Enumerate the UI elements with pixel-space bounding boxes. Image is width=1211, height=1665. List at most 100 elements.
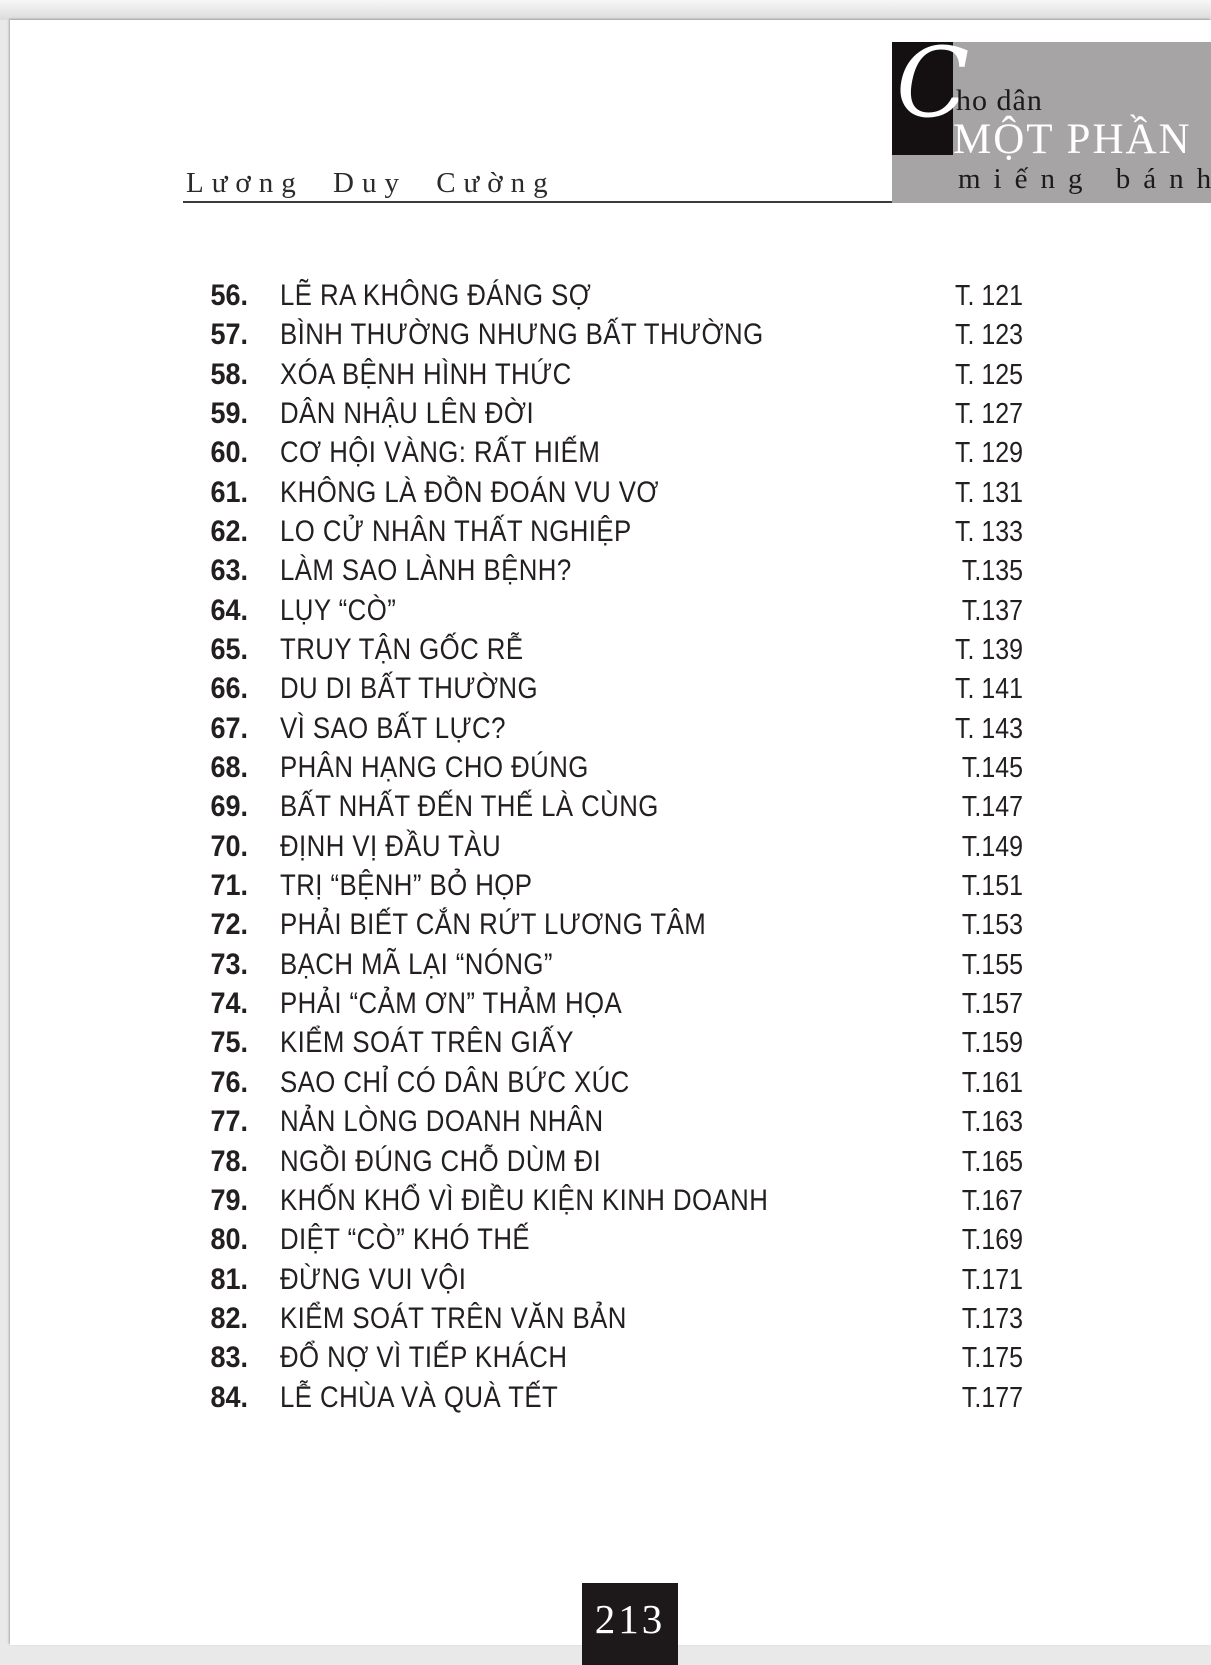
- toc-entry-title: NGỒI ĐÚNG CHỖ DÙM ĐI: [280, 1144, 602, 1178]
- toc-entry-page-ref: T. 129: [955, 437, 1023, 470]
- toc-row: 72. PHẢI BIẾT CẮN RỨT LƯƠNG TÂM T.153: [10, 905, 1211, 945]
- header-rule: [183, 201, 892, 203]
- toc-row: 84. LỄ CHÙA VÀ QUÀ TẾT T.177: [10, 1378, 1211, 1418]
- toc-row: 66. DU DI BẤT THƯỜNG T. 141: [10, 669, 1211, 709]
- toc-row: 61. KHÔNG LÀ ĐỒN ĐOÁN VU VƠ T. 131: [10, 473, 1211, 513]
- toc-entry-page-ref: T. 141: [955, 673, 1023, 706]
- author-name: Lương Duy Cường: [186, 167, 556, 199]
- toc-entry-number: 80.: [210, 1223, 248, 1257]
- toc-row: 57. BÌNH THƯỜNG NHƯNG BẤT THƯỜNG T. 123: [10, 315, 1211, 355]
- toc-row: 56. LẼ RA KHÔNG ĐÁNG SỢ T. 121: [10, 276, 1211, 316]
- toc-row: 70. ĐỊNH VỊ ĐẦU TÀU T.149: [10, 827, 1211, 867]
- toc-entry-number: 68.: [210, 751, 248, 784]
- toc-entry-number: 69.: [210, 790, 248, 824]
- toc-entry-page-ref: T.175: [961, 1342, 1023, 1375]
- toc-entry-title: DU DI BẤT THƯỜNG: [280, 672, 538, 706]
- toc-entry-page-ref: T. 133: [955, 515, 1023, 548]
- toc-row: 83. ĐỔ NỢ VÌ TIẾP KHÁCH T.175: [10, 1338, 1211, 1378]
- toc-entry-title: XÓA BỆNH HÌNH THỨC: [280, 357, 572, 391]
- toc-entry-page-ref: T.135: [961, 555, 1023, 588]
- toc-entry-title: KHÔNG LÀ ĐỒN ĐOÁN VU VƠ: [280, 475, 659, 509]
- toc-row: 58. XÓA BỆNH HÌNH THỨC T. 125: [10, 355, 1211, 395]
- toc-entry-number: 77.: [210, 1105, 248, 1139]
- toc-entry-title: LẼ RA KHÔNG ĐÁNG SỢ: [280, 278, 592, 312]
- toc-entry-number: 71.: [210, 869, 248, 903]
- toc-entry-page-ref: T. 131: [955, 476, 1023, 509]
- toc-entry-page-ref: T.149: [961, 830, 1023, 863]
- page-number: 213: [594, 1596, 666, 1642]
- toc-entry-number: 67.: [210, 711, 248, 745]
- toc-row: 62. LO CỬ NHÂN THẤT NGHIỆP T. 133: [10, 512, 1211, 552]
- toc-entry-page-ref: T.163: [961, 1106, 1023, 1139]
- toc-entry-number: 82.: [210, 1301, 248, 1335]
- toc-entry-page-ref: T.153: [961, 909, 1023, 942]
- toc-entry-number: 78.: [210, 1144, 248, 1178]
- toc-row: 73. BẠCH MÃ LẠI “NÓNG” T.155: [10, 945, 1211, 985]
- toc-row: 76. SAO CHỈ CÓ DÂN BỨC XÚC T.161: [10, 1063, 1211, 1103]
- toc-entry-page-ref: T.151: [961, 870, 1023, 903]
- toc-entry-number: 61.: [210, 475, 248, 509]
- toc-row: 68. PHÂN HẠNG CHO ĐÚNG T.145: [10, 748, 1211, 788]
- toc-entry-title: TRUY TẬN GỐC RỄ: [280, 632, 524, 666]
- toc-entry-number: 63.: [210, 554, 248, 588]
- toc-entry-page-ref: T.177: [961, 1381, 1023, 1414]
- toc-row: 81. ĐỪNG VUI VỘI T.171: [10, 1260, 1211, 1300]
- book-page: Lương Duy Cường C ho dân MỘT PHẦN miếng …: [10, 20, 1211, 1665]
- brand-black-square: [892, 42, 953, 155]
- toc-entry-title: KHỐN KHỔ VÌ ĐIỀU KIỆN KINH DOANH: [280, 1183, 769, 1217]
- brand-title-mot-phan: MỘT PHẦN: [953, 116, 1192, 163]
- toc-entry-page-ref: T.145: [961, 752, 1023, 784]
- toc-row: 60. CƠ HỘI VÀNG: RẤT HIẾM T. 129: [10, 433, 1211, 473]
- toc-entry-title: BẤT NHẤT ĐẾN THẾ LÀ CÙNG: [280, 790, 659, 824]
- toc-row: 64. LỤY “CÒ” T.137: [10, 591, 1211, 631]
- toc-entry-title: BÌNH THƯỜNG NHƯNG BẤT THƯỜNG: [280, 318, 764, 352]
- toc-entry-page-ref: T.165: [961, 1145, 1023, 1178]
- toc-entry-number: 66.: [210, 672, 248, 706]
- toc-entry-number: 65.: [210, 632, 248, 666]
- toc-entry-title: KIỂM SOÁT TRÊN GIẤY: [280, 1026, 574, 1060]
- toc-entry-title: DIỆT “CÒ” KHÓ THẾ: [280, 1223, 531, 1257]
- toc-list: 56. LẼ RA KHÔNG ĐÁNG SỢ T. 121 57. BÌNH …: [10, 20, 1211, 1520]
- toc-entry-title: CƠ HỘI VÀNG: RẤT HIẾM: [280, 436, 601, 470]
- toc-row: 71. TRỊ “BỆNH” BỎ HỌP T.151: [10, 866, 1211, 906]
- toc-entry-number: 56.: [210, 278, 248, 312]
- toc-entry-page-ref: T. 125: [955, 358, 1023, 391]
- toc-entry-title: LÀM SAO LÀNH BỆNH?: [280, 554, 572, 588]
- toc-entry-page-ref: T. 143: [955, 712, 1023, 745]
- toc-entry-number: 73.: [210, 947, 248, 981]
- brand-line-cho-dan: ho dân: [956, 84, 1043, 117]
- toc-row: 78. NGỒI ĐÚNG CHỖ DÙM ĐI T.165: [10, 1142, 1211, 1182]
- toc-row: 82. KIỂM SOÁT TRÊN VĂN BẢN T.173: [10, 1299, 1211, 1339]
- toc-row: 80. DIỆT “CÒ” KHÓ THẾ T.169: [10, 1220, 1211, 1260]
- toc-row: 79. KHỐN KHỔ VÌ ĐIỀU KIỆN KINH DOANH T.1…: [10, 1181, 1211, 1221]
- book-title-banner: C ho dân MỘT PHẦN miếng bánh: [892, 42, 1211, 203]
- toc-entry-page-ref: T.161: [961, 1066, 1023, 1099]
- toc-entry-number: 74.: [210, 987, 248, 1021]
- toc-entry-page-ref: T.167: [961, 1184, 1023, 1217]
- toc-entry-number: 59.: [210, 396, 248, 430]
- toc-entry-title: VÌ SAO BẤT LỰC?: [280, 711, 506, 745]
- toc-row: 74. PHẢI “CẢM ƠN” THẢM HỌA T.157: [10, 984, 1211, 1024]
- brand-initial-letter: C: [896, 42, 970, 139]
- toc-entry-page-ref: T. 139: [955, 633, 1023, 666]
- toc-entry-title: LỤY “CÒ”: [280, 593, 397, 627]
- toc-entry-number: 75.: [210, 1026, 248, 1060]
- toc-entry-number: 58.: [210, 357, 248, 391]
- toc-row: 65. TRUY TẬN GỐC RỄ T. 139: [10, 630, 1211, 670]
- toc-entry-title: LO CỬ NHÂN THẤT NGHIỆP: [280, 514, 632, 548]
- toc-entry-number: 84.: [210, 1380, 248, 1414]
- toc-entry-title: NẢN LÒNG DOANH NHÂN: [280, 1105, 604, 1139]
- toc-entry-page-ref: T. 127: [955, 397, 1023, 430]
- toc-entry-page-ref: T.169: [961, 1224, 1023, 1257]
- brand-subtitle-mieng-banh: miếng bánh: [958, 163, 1211, 195]
- toc-row: 69. BẤT NHẤT ĐẾN THẾ LÀ CÙNG T.147: [10, 787, 1211, 827]
- toc-entry-page-ref: T.173: [961, 1302, 1023, 1335]
- toc-entry-title: LỄ CHÙA VÀ QUÀ TẾT: [280, 1380, 559, 1414]
- toc-entry-page-ref: T.171: [961, 1263, 1023, 1296]
- toc-row: 59. DÂN NHẬU LÊN ĐỜI T. 127: [10, 394, 1211, 434]
- toc-entry-number: 72.: [210, 908, 248, 942]
- toc-entry-title: BẠCH MÃ LẠI “NÓNG”: [280, 947, 553, 981]
- toc-entry-number: 60.: [210, 436, 248, 470]
- toc-entry-title: ĐỪNG VUI VỘI: [280, 1262, 467, 1296]
- toc-entry-number: 83.: [210, 1341, 248, 1375]
